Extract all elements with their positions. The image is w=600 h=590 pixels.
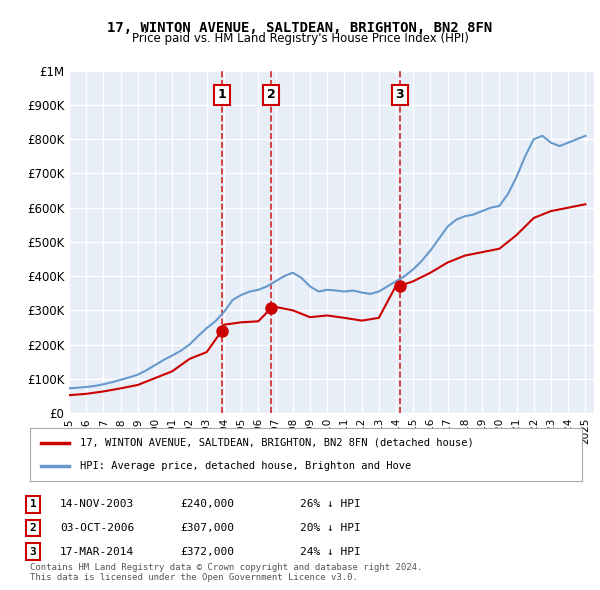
Text: 17-MAR-2014: 17-MAR-2014 xyxy=(60,547,134,556)
Text: 14-NOV-2003: 14-NOV-2003 xyxy=(60,500,134,509)
Text: 2: 2 xyxy=(267,88,275,101)
Text: 17, WINTON AVENUE, SALTDEAN, BRIGHTON, BN2 8FN (detached house): 17, WINTON AVENUE, SALTDEAN, BRIGHTON, B… xyxy=(80,438,473,448)
Text: 3: 3 xyxy=(395,88,404,101)
Text: £372,000: £372,000 xyxy=(180,547,234,556)
Text: 3: 3 xyxy=(29,547,37,556)
Text: £307,000: £307,000 xyxy=(180,523,234,533)
Text: Price paid vs. HM Land Registry's House Price Index (HPI): Price paid vs. HM Land Registry's House … xyxy=(131,32,469,45)
Text: Contains HM Land Registry data © Crown copyright and database right 2024.
This d: Contains HM Land Registry data © Crown c… xyxy=(30,563,422,582)
Text: 03-OCT-2006: 03-OCT-2006 xyxy=(60,523,134,533)
Text: 2: 2 xyxy=(29,523,37,533)
Text: 17, WINTON AVENUE, SALTDEAN, BRIGHTON, BN2 8FN: 17, WINTON AVENUE, SALTDEAN, BRIGHTON, B… xyxy=(107,21,493,35)
Text: 26% ↓ HPI: 26% ↓ HPI xyxy=(300,500,361,509)
Text: HPI: Average price, detached house, Brighton and Hove: HPI: Average price, detached house, Brig… xyxy=(80,461,411,471)
Text: 1: 1 xyxy=(217,88,226,101)
Text: 1: 1 xyxy=(29,500,37,509)
Text: 20% ↓ HPI: 20% ↓ HPI xyxy=(300,523,361,533)
Text: £240,000: £240,000 xyxy=(180,500,234,509)
Text: 24% ↓ HPI: 24% ↓ HPI xyxy=(300,547,361,556)
